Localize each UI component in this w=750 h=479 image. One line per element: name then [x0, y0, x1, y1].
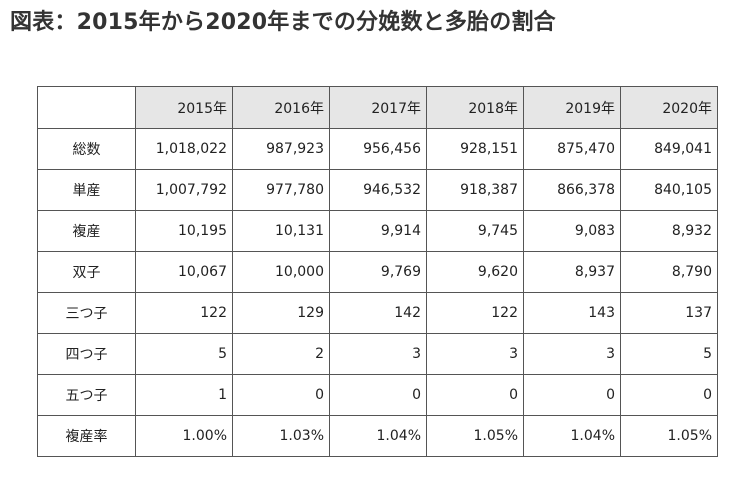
table-cell: 3	[523, 333, 621, 375]
table-cell: 8,937	[523, 251, 621, 293]
table-cell: 1.05%	[426, 415, 524, 457]
table-cell: 1	[135, 374, 233, 416]
table-row: 複産率 1.00% 1.03% 1.04% 1.05% 1.04% 1.05%	[37, 415, 718, 457]
table-cell: 3	[329, 333, 427, 375]
table-cell: 0	[426, 374, 524, 416]
table-cell: 3	[426, 333, 524, 375]
table-cell: 5	[135, 333, 233, 375]
row-label-twins: 双子	[37, 251, 136, 293]
table-cell: 5	[620, 333, 718, 375]
row-label-quintuplets: 五つ子	[37, 374, 136, 416]
table-cell: 10,067	[135, 251, 233, 293]
column-header-2017: 2017年	[329, 86, 427, 129]
table-cell: 0	[523, 374, 621, 416]
table-cell: 10,195	[135, 210, 233, 252]
table-cell: 0	[329, 374, 427, 416]
table-cell: 946,532	[329, 169, 427, 211]
table-cell: 1.04%	[329, 415, 427, 457]
table-cell: 142	[329, 292, 427, 334]
birth-statistics-table: 2015年 2016年 2017年 2018年 2019年 2020年 総数 1…	[37, 86, 718, 457]
table-cell: 987,923	[232, 128, 330, 170]
column-header-2015: 2015年	[135, 86, 233, 129]
row-label-multiple: 複産	[37, 210, 136, 252]
table-cell: 1.00%	[135, 415, 233, 457]
page-title: 図表：2015年から2020年までの分娩数と多胎の割合	[10, 10, 556, 35]
table-cell: 866,378	[523, 169, 621, 211]
table-cell: 10,000	[232, 251, 330, 293]
column-header-2016: 2016年	[232, 86, 330, 129]
table-cell: 9,083	[523, 210, 621, 252]
table-cell: 875,470	[523, 128, 621, 170]
table-row: 単産 1,007,792 977,780 946,532 918,387 866…	[37, 169, 718, 211]
row-label-singleton: 単産	[37, 169, 136, 211]
table-cell: 1.04%	[523, 415, 621, 457]
row-label-multiple-rate: 複産率	[37, 415, 136, 457]
table-cell: 0	[232, 374, 330, 416]
table-cell: 1,007,792	[135, 169, 233, 211]
table-row: 四つ子 5 2 3 3 3 5	[37, 333, 718, 375]
table-cell: 143	[523, 292, 621, 334]
table-cell: 977,780	[232, 169, 330, 211]
table-cell: 2	[232, 333, 330, 375]
table-cell: 129	[232, 292, 330, 334]
table-cell: 1.05%	[620, 415, 718, 457]
table-cell: 956,456	[329, 128, 427, 170]
column-header-2019: 2019年	[523, 86, 621, 129]
table-cell: 9,745	[426, 210, 524, 252]
row-label-triplets: 三つ子	[37, 292, 136, 334]
table-cell: 9,769	[329, 251, 427, 293]
table-cell: 928,151	[426, 128, 524, 170]
table-cell: 840,105	[620, 169, 718, 211]
column-header-2018: 2018年	[426, 86, 524, 129]
table-header-row: 2015年 2016年 2017年 2018年 2019年 2020年	[37, 86, 718, 129]
table-cell: 122	[135, 292, 233, 334]
table-cell: 918,387	[426, 169, 524, 211]
row-label-total: 総数	[37, 128, 136, 170]
table-cell: 10,131	[232, 210, 330, 252]
table-cell: 0	[620, 374, 718, 416]
table-row: 三つ子 122 129 142 122 143 137	[37, 292, 718, 334]
table-cell: 1,018,022	[135, 128, 233, 170]
table-cell: 8,790	[620, 251, 718, 293]
table-cell: 9,620	[426, 251, 524, 293]
table-cell: 1.03%	[232, 415, 330, 457]
table-cell: 122	[426, 292, 524, 334]
table-row: 五つ子 1 0 0 0 0 0	[37, 374, 718, 416]
table-row: 双子 10,067 10,000 9,769 9,620 8,937 8,790	[37, 251, 718, 293]
table-cell: 9,914	[329, 210, 427, 252]
table-row: 総数 1,018,022 987,923 956,456 928,151 875…	[37, 128, 718, 170]
row-label-quadruplets: 四つ子	[37, 333, 136, 375]
column-header-2020: 2020年	[620, 86, 718, 129]
table-cell: 8,932	[620, 210, 718, 252]
table-corner-cell	[37, 86, 136, 129]
table-cell: 137	[620, 292, 718, 334]
table-cell: 849,041	[620, 128, 718, 170]
table-row: 複産 10,195 10,131 9,914 9,745 9,083 8,932	[37, 210, 718, 252]
